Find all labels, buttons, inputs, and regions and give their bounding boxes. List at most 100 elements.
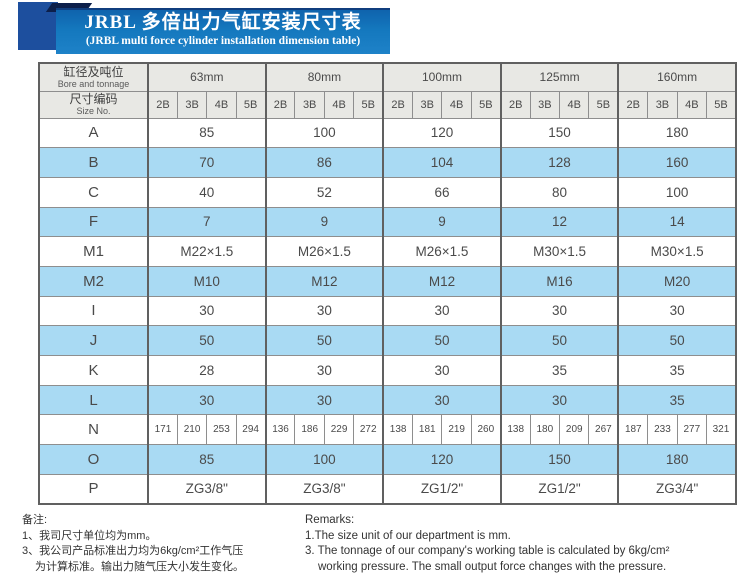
cell: 50: [617, 325, 737, 356]
table-row-P: P ZG3/8" ZG3/8" ZG1/2" ZG1/2" ZG3/4": [38, 473, 737, 505]
cell: 219: [441, 414, 472, 446]
col-header-code: 2B: [499, 90, 531, 119]
col-header-code: 3B: [176, 90, 208, 119]
col-header-code: 4B: [676, 90, 708, 119]
col-header-code: 2B: [146, 90, 178, 119]
cell: 171: [146, 414, 178, 446]
cell: 35: [617, 355, 737, 386]
cell: M26×1.5: [264, 236, 384, 267]
cell: 30: [499, 384, 619, 416]
row-label: L: [38, 384, 149, 416]
cell: 30: [147, 384, 267, 416]
cell: 100: [617, 176, 737, 208]
table-row-K: K 28 30 30 35 35: [38, 355, 737, 386]
cell: M30×1.5: [617, 236, 737, 267]
row-label: K: [38, 355, 149, 386]
cell: 30: [382, 295, 502, 327]
table-row-L: L 30 30 30 30 35: [38, 384, 737, 416]
cell: ZG3/8": [264, 473, 384, 505]
cell: 30: [382, 355, 502, 386]
cell: 272: [353, 414, 384, 446]
corner-bore-cn: 缸径及吨位: [63, 64, 124, 79]
table-header-bore-row: 缸径及吨位 Bore and tonnage 63mm 80mm 100mm 1…: [38, 62, 737, 92]
col-header-code: 5B: [353, 90, 384, 119]
cell: M12: [264, 265, 384, 297]
cell: M16: [499, 265, 619, 297]
cell: 138: [499, 414, 531, 446]
row-label: B: [38, 147, 149, 178]
cell: 50: [264, 325, 384, 356]
row-label: N: [38, 414, 149, 446]
cell: 30: [617, 295, 737, 327]
col-header-code: 5B: [235, 90, 267, 119]
cell: 180: [617, 117, 737, 149]
cell: 30: [499, 295, 619, 327]
row-label: C: [38, 176, 149, 208]
cell: 28: [147, 355, 267, 386]
table-row-M2: M2 M10 M12 M12 M16 M20: [38, 265, 737, 297]
table-row-B: B 70 86 104 128 160: [38, 147, 737, 178]
cell: M26×1.5: [382, 236, 502, 267]
cell: 233: [647, 414, 678, 446]
row-label: M1: [38, 236, 149, 267]
cell: 12: [499, 206, 619, 238]
row-label: F: [38, 206, 149, 238]
cell: 50: [147, 325, 267, 356]
remarks-en-line3: working pressure. The small output force…: [318, 560, 667, 573]
corner-bore-en: Bore and tonnage: [57, 78, 130, 89]
cell: 66: [382, 176, 502, 208]
cell: 14: [617, 206, 737, 238]
col-header-code: 2B: [617, 90, 649, 119]
row-label: O: [38, 444, 149, 475]
cell: 50: [382, 325, 502, 356]
cell: ZG3/8": [147, 473, 267, 505]
cell: 100: [264, 444, 384, 475]
table-row-A: A 85 100 120 150 180: [38, 117, 737, 149]
cell: 260: [470, 414, 502, 446]
cell: 209: [559, 414, 590, 446]
cell: 85: [147, 444, 267, 475]
row-label: M2: [38, 265, 149, 297]
cell: 35: [499, 355, 619, 386]
table-row-C: C 40 52 66 80 100: [38, 176, 737, 208]
cell: 30: [382, 384, 502, 416]
col-header-code: 2B: [382, 90, 414, 119]
remarks-en-title: Remarks:: [305, 514, 355, 526]
table-row-I: I 30 30 30 30 30: [38, 295, 737, 327]
cell: 7: [147, 206, 267, 238]
page-title-en: (JRBL multi force cylinder installation …: [85, 35, 361, 47]
cell: 128: [499, 147, 619, 178]
cell: 294: [235, 414, 267, 446]
table-row-F: F 7 9 9 12 14: [38, 206, 737, 238]
cell: 85: [147, 117, 267, 149]
cell: 150: [499, 117, 619, 149]
row-label: J: [38, 325, 149, 356]
row-label: P: [38, 473, 149, 505]
remarks-en-line2: 3. The tonnage of our company's working …: [305, 545, 670, 557]
remarks-en-line1: 1.The size unit of our department is mm.: [305, 529, 511, 542]
remarks-cn: 备注: 1、我司尺寸单位均为mm。 3、我公司产品标准出力均为6kg/cm²工作…: [22, 513, 317, 575]
remarks-cn-line3: 为计算标准。输出力随气压大小发生变化。: [35, 560, 244, 573]
cell: M20: [617, 265, 737, 297]
cell: 120: [382, 444, 502, 475]
cell: ZG1/2": [382, 473, 502, 505]
col-header-code: 5B: [588, 90, 619, 119]
cell: 9: [382, 206, 502, 238]
col-header-code: 5B: [470, 90, 502, 119]
col-header-bore: 63mm: [147, 62, 267, 92]
row-label: A: [38, 117, 149, 149]
col-header-code: 3B: [529, 90, 561, 119]
cell: 180: [529, 414, 561, 446]
col-header-bore: 100mm: [382, 62, 502, 92]
remarks-en: Remarks: 1.The size unit of our departme…: [305, 513, 745, 575]
cell: M30×1.5: [499, 236, 619, 267]
col-header-code: 3B: [294, 90, 325, 119]
col-header-code: 3B: [412, 90, 443, 119]
table-header-code-row: 尺寸编码 Size No. 2B 3B 4B 5B 2B 3B 4B 5B 2B…: [38, 90, 737, 119]
col-header-code: 4B: [206, 90, 237, 119]
cell: 50: [499, 325, 619, 356]
cell: 30: [264, 384, 384, 416]
corner-size-en: Size No.: [76, 106, 111, 116]
cell: 30: [264, 295, 384, 327]
